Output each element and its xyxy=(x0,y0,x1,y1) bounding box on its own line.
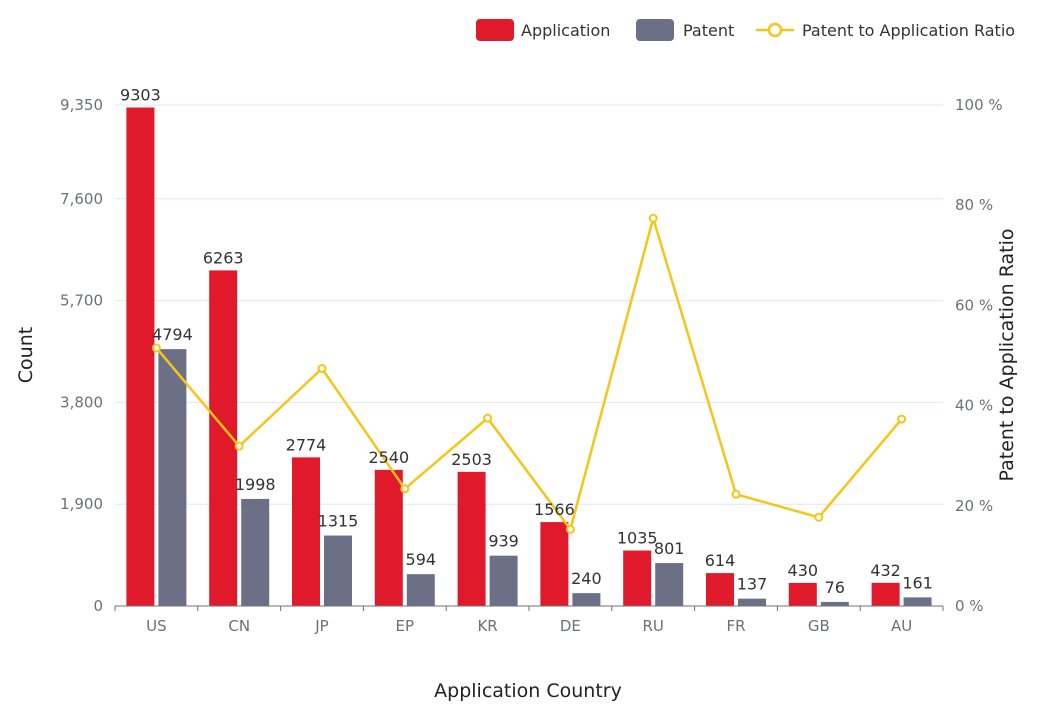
x-tick-label: US xyxy=(146,617,167,635)
x-tick-label: JP xyxy=(314,617,328,635)
patent-value-label: 939 xyxy=(488,532,519,551)
ratio-line xyxy=(155,213,903,533)
y2-tick-label: 0 % xyxy=(955,597,984,615)
patent-value-label: 4794 xyxy=(152,325,193,344)
y2-tick-label: 20 % xyxy=(955,497,993,515)
ratio-point xyxy=(234,441,244,451)
y2-tick-label: 100 % xyxy=(955,96,1003,114)
patent-bar xyxy=(241,498,270,606)
x-tick-label: EP xyxy=(396,617,415,635)
patent-value-label: 801 xyxy=(654,539,685,558)
application-value-label: 9303 xyxy=(120,86,161,105)
patent-value-label: 1315 xyxy=(318,512,359,531)
y2-tick-label: 60 % xyxy=(955,296,993,314)
ratio-point xyxy=(317,364,327,374)
patent-value-label: 76 xyxy=(825,578,845,597)
ratio-point xyxy=(648,213,658,223)
application-value-label: 2503 xyxy=(451,450,492,469)
y2-tick-label: 40 % xyxy=(955,397,993,415)
ratio-point xyxy=(897,414,907,424)
application-bar xyxy=(126,107,155,606)
x-axis-title: Application Country xyxy=(434,680,622,702)
patent-value-label: 594 xyxy=(406,550,437,569)
ratio-point xyxy=(400,484,410,494)
legend-application-label: Application xyxy=(521,21,610,40)
application-bar xyxy=(623,550,652,606)
application-bar xyxy=(871,582,900,606)
application-value-label: 2774 xyxy=(286,435,327,454)
ratio-point xyxy=(814,512,824,522)
application-bar xyxy=(292,457,320,606)
x-tick-label: FR xyxy=(726,617,745,635)
patent-value-label: 240 xyxy=(571,569,602,588)
patent-bar xyxy=(406,574,435,606)
x-tick-label: GB xyxy=(808,617,830,635)
legend-ratio-label: Patent to Application Ratio xyxy=(802,21,1015,40)
x-tick-label: DE xyxy=(560,617,581,635)
x-tick-label: RU xyxy=(642,617,663,635)
legend-patent-swatch xyxy=(636,19,674,41)
axes-group: 0 1,900 3,800 5,700 7,600 9,350 0 % 20 % 40 % 60 … xyxy=(60,96,1003,635)
patent-value-label: 161 xyxy=(902,573,933,592)
y-tick-label: 3,800 xyxy=(60,393,103,411)
application-value-label: 430 xyxy=(788,561,819,580)
patent-bar xyxy=(324,535,352,606)
application-bar xyxy=(540,522,569,606)
y-tick-label: 9,350 xyxy=(60,96,103,114)
patent-bar xyxy=(738,598,766,606)
patent-bar xyxy=(655,563,684,606)
application-bar xyxy=(788,582,817,606)
y-tick-label: 0 xyxy=(93,597,103,615)
y-axis-title: Count xyxy=(15,327,37,383)
data-labels-group: 9303 4794 6263 1998 2774 1315 2540 594 2503 939 15… xyxy=(120,86,933,597)
y-tick-label: 1,900 xyxy=(60,495,103,513)
patent-bar xyxy=(158,349,187,606)
ratio-point xyxy=(151,343,161,353)
patent-bar xyxy=(820,601,849,606)
application-bar xyxy=(706,573,734,606)
bar-series-group xyxy=(126,107,932,606)
ratio-point xyxy=(731,489,741,499)
application-value-label: 1566 xyxy=(534,500,575,519)
y-tick-label: 7,600 xyxy=(60,190,103,208)
ratio-line-group xyxy=(151,213,907,534)
legend: Application Patent Patent to Application R… xyxy=(476,19,1015,41)
y-tick-label: 5,700 xyxy=(60,292,103,310)
x-tick-label: CN xyxy=(228,617,250,635)
patent-bar xyxy=(903,597,932,606)
legend-application-swatch xyxy=(476,19,514,41)
x-tick-label: KR xyxy=(477,617,497,635)
ratio-point xyxy=(483,413,493,423)
legend-ratio-marker xyxy=(767,22,783,38)
grid-lines xyxy=(115,104,943,505)
patent-bar xyxy=(489,555,518,606)
y2-axis-title: Patent to Application Ratio xyxy=(996,228,1018,481)
application-value-label: 1035 xyxy=(617,529,658,548)
y2-tick-label: 80 % xyxy=(955,196,993,214)
patent-value-label: 1998 xyxy=(235,475,276,494)
application-value-label: 6263 xyxy=(203,248,244,267)
application-bar xyxy=(374,469,403,606)
patent-bar xyxy=(572,593,601,606)
x-tick-label: AU xyxy=(891,617,912,635)
ratio-point xyxy=(565,524,575,534)
application-bar xyxy=(457,471,486,606)
application-value-label: 614 xyxy=(705,551,736,570)
application-value-label: 432 xyxy=(870,561,901,580)
patent-value-label: 137 xyxy=(737,575,768,594)
legend-patent-label: Patent xyxy=(683,21,734,40)
application-value-label: 2540 xyxy=(368,448,409,467)
